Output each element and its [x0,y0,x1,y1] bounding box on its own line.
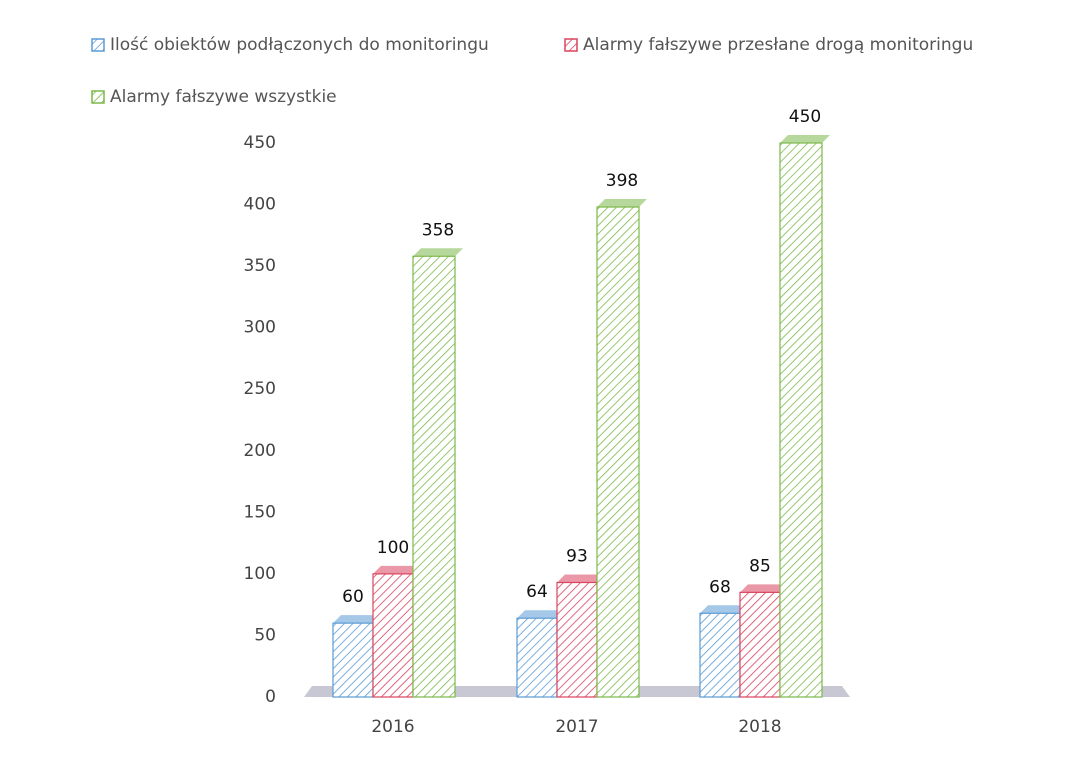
data-label: 93 [566,547,588,567]
x-tick-label: 2016 [371,717,414,737]
bar-top [413,248,463,257]
bar [739,591,781,698]
data-label: 398 [606,171,638,191]
bar [596,206,640,698]
bar-top [700,605,748,614]
y-tick-label: 300 [244,318,276,338]
legend-swatch [564,38,578,52]
data-label: 100 [377,538,409,558]
y-tick-label: 350 [244,256,276,276]
bar-top [333,615,381,624]
legend-label: Ilość obiektów podłączonych do monitorin… [110,35,489,55]
y-tick-label: 450 [244,133,276,153]
bar [779,142,823,698]
y-tick-label: 50 [254,625,276,645]
data-label: 358 [422,220,454,240]
legend-swatch [91,38,105,52]
bar [372,573,414,698]
legend-label: Alarmy fałszywe wszystkie [110,87,337,107]
bar-top [517,610,565,619]
bar-top [597,199,647,208]
y-tick-label: 200 [244,441,276,461]
data-label: 450 [789,107,821,127]
bar [556,581,598,698]
x-tick-label: 2017 [555,717,598,737]
bar-top [780,135,830,143]
data-label: 68 [709,577,731,597]
legend-swatch [91,90,105,104]
bar [516,617,558,698]
y-tick-label: 150 [244,502,276,522]
y-tick-label: 0 [265,687,276,707]
bar-top [373,565,421,574]
data-label: 60 [342,587,364,607]
bar-top [740,584,788,593]
legend-label: Alarmy fałszywe przesłane drogą monitori… [583,35,973,55]
data-label: 64 [526,582,548,602]
x-tick-label: 2018 [738,717,781,737]
bar [332,622,374,698]
y-tick-label: 400 [244,195,276,215]
bar [412,255,456,698]
data-label: 85 [749,556,771,576]
y-tick-label: 250 [244,379,276,399]
bar-top [557,574,605,583]
bar [699,612,741,698]
y-tick-label: 100 [244,564,276,584]
